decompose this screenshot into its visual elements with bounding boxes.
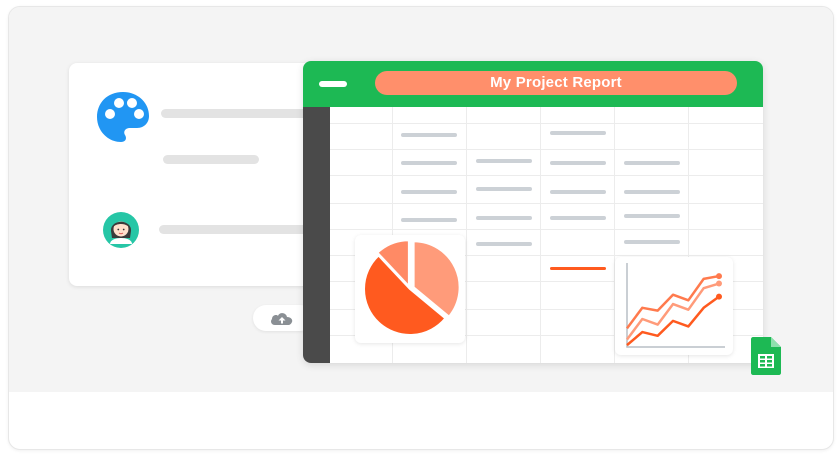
cell-bar (401, 218, 457, 222)
grid-line (330, 123, 763, 124)
grid-line (330, 309, 763, 310)
cell-bar (550, 131, 606, 135)
pie-chart (363, 239, 461, 336)
sheet-grid (330, 107, 763, 363)
cell-bar (550, 190, 606, 194)
pie-chart-card (355, 235, 465, 343)
cell-bar (550, 161, 606, 165)
row-header-rail (303, 107, 330, 363)
menu-icon[interactable] (319, 81, 347, 87)
grid-line (614, 107, 615, 363)
report-title: My Project Report (375, 71, 737, 95)
cell-bar (624, 214, 680, 218)
palette-icon (97, 92, 149, 142)
chart-axis (626, 263, 725, 348)
series-line (626, 295, 720, 347)
cell-bar (401, 161, 457, 165)
cell-bar (476, 216, 532, 220)
cell-bar (550, 216, 606, 220)
cell-bar (476, 159, 532, 163)
series-end-point (716, 273, 722, 280)
grid-line (330, 203, 763, 204)
cell-bar (476, 242, 532, 246)
grid-line (466, 107, 467, 363)
cell-bar (624, 190, 680, 194)
grid-line (330, 335, 763, 336)
cell-bar (624, 161, 680, 165)
line-chart-card (615, 257, 733, 355)
placeholder-bar (161, 109, 311, 118)
placeholder-bar (163, 155, 259, 164)
grid-line (330, 281, 763, 282)
cell-bar (401, 133, 457, 137)
avatar-icon (103, 212, 139, 248)
series-end-point (716, 280, 722, 287)
illustration-frame: My Project Report (8, 6, 834, 450)
cloud-upload-icon (271, 313, 293, 325)
pie-slice (412, 240, 461, 319)
pie-slice (363, 254, 447, 336)
sheet-header: My Project Report (303, 61, 763, 107)
side-card (69, 63, 319, 286)
grid-line (330, 229, 763, 230)
placeholder-bar (159, 225, 311, 234)
cell-bar-highlight (550, 267, 606, 270)
pie-slice (375, 239, 410, 289)
google-sheets-icon (751, 337, 781, 375)
series-end-point (716, 293, 722, 300)
series-line (625, 274, 720, 330)
cell-bar (476, 187, 532, 191)
grid-line (540, 107, 541, 363)
grid-line (688, 107, 689, 363)
series-line (625, 282, 720, 341)
cell-bar (624, 240, 680, 244)
line-chart (625, 263, 725, 348)
grid-line (330, 175, 763, 176)
grid-line (330, 149, 763, 150)
cell-bar (401, 190, 457, 194)
grid-line (330, 255, 763, 256)
